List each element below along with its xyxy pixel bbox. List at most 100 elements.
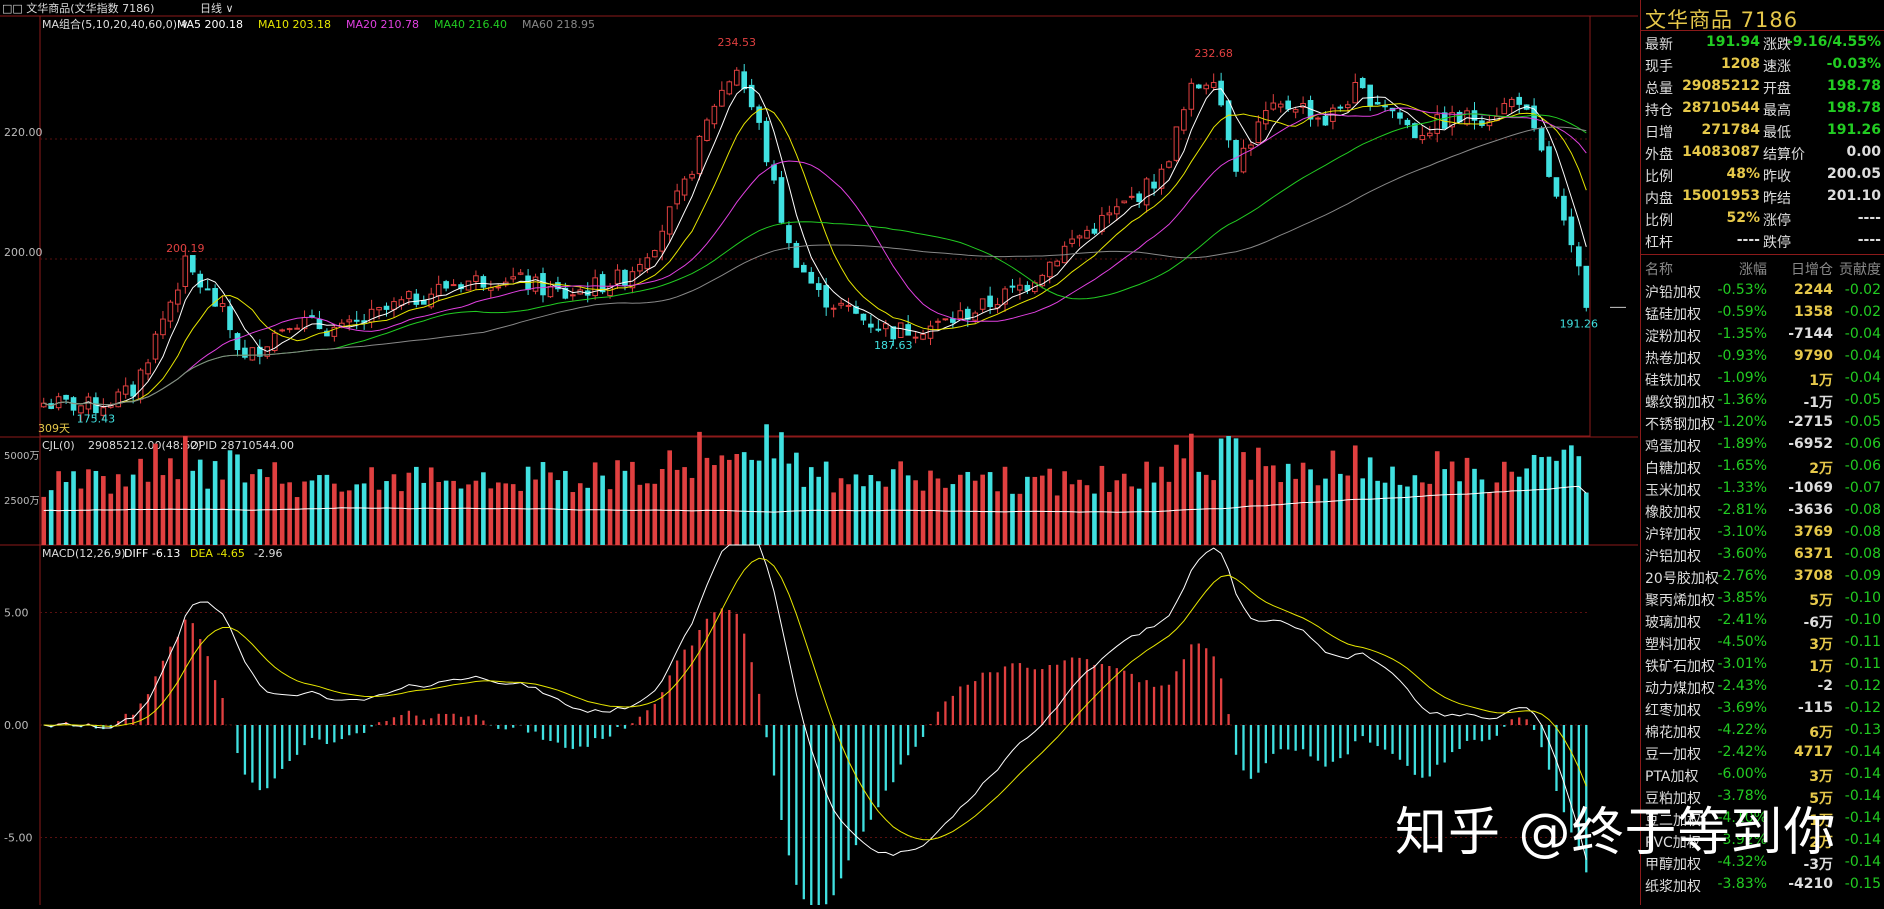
list-item[interactable]: 豆一加权 -2.42% 4717 -0.14 [1641,742,1884,764]
volume-bar [712,465,717,545]
item-contribution: -0.04 [1844,370,1881,386]
list-item[interactable]: 动力煤加权 -2.43% -2 -0.12 [1641,676,1884,698]
candle-body [637,263,643,272]
volume-bar [1554,460,1559,545]
item-name: 豆粕加权 [1645,791,1701,807]
list-item[interactable]: 甲醇加权 -4.32% -3万 -0.14 [1641,852,1884,874]
candle-body [786,225,792,244]
header-contribution[interactable]: 贡献度 [1839,262,1881,278]
macd-tick-label: 5.00 [4,607,29,620]
volume-bar [1338,473,1343,545]
list-item[interactable]: 淀粉加权 -1.35% -7144 -0.04 [1641,324,1884,346]
candle-body [1337,106,1344,109]
item-contribution: -0.10 [1844,612,1881,628]
volume-bar [838,478,844,545]
candle-body [1113,206,1120,215]
days-count-label: 309天 [38,422,70,435]
chart-area[interactable]: 220.00 200.00 234.53 200.19 175.43 187.63 232.… [0,0,1638,905]
list-item[interactable]: PTA加权 -6.00% 3万 -0.14 [1641,764,1884,786]
candle-body [540,273,546,296]
candle-body [882,323,889,330]
kline-chart[interactable]: 220.00 200.00 234.53 200.19 175.43 187.63 232.… [0,0,1638,905]
volume-bar [93,470,99,545]
candle-body [517,272,524,275]
candle-body [1412,123,1418,139]
volume-value: 29085212.00(48:52) [88,439,202,452]
list-item[interactable]: 螺纹钢加权 -1.36% -1万 -0.05 [1641,390,1884,412]
candle-body [853,306,859,314]
volume-bar [1300,462,1306,545]
list-item[interactable]: 铁矿石加权 -3.01% 1万 -0.11 [1641,654,1884,676]
list-item[interactable]: 棉花加权 -4.22% 6万 -0.13 [1641,720,1884,742]
volume-bar [563,470,568,545]
item-oi: 6371 [1794,546,1833,562]
quote-row: 杠杆 ---- 跌停 ---- [1641,230,1884,252]
candle-body [204,288,211,291]
list-item[interactable]: 豆粕加权 -3.78% 5万 -0.14 [1641,786,1884,808]
candle-body [1382,105,1388,108]
volume-bar [1569,445,1574,545]
candle-body [1568,216,1575,246]
candle-body [897,322,904,338]
volume-bar [1360,478,1366,545]
list-item[interactable]: 20号胶加权 -2.76% 3708 -0.09 [1641,566,1884,588]
volume-bar [1479,479,1485,545]
candle-body [1054,260,1060,267]
list-item[interactable]: PVC加权 -3.92% 2万 -0.14 [1641,830,1884,852]
list-item[interactable]: 鸡蛋加权 -1.89% -6952 -0.06 [1641,434,1884,456]
item-name: 鸡蛋加权 [1645,439,1701,455]
header-name[interactable]: 名称 [1645,262,1673,278]
volume-bar [48,490,54,545]
candle-body [1531,105,1537,129]
volume-bar [414,466,419,545]
list-item[interactable]: 纸浆加权 -3.83% -4210 -0.15 [1641,874,1884,896]
volume-bar [1203,474,1209,545]
candle-body [1106,212,1113,216]
item-name: 不锈钢加权 [1645,417,1715,433]
list-item[interactable]: 塑料加权 -4.50% 3万 -0.11 [1641,632,1884,654]
header-change[interactable]: 涨幅 [1739,262,1767,278]
list-item[interactable]: 不锈钢加权 -1.20% -2715 -0.05 [1641,412,1884,434]
volume-bar [86,469,91,545]
list-item[interactable]: 豆二加权 -4.10% 1万 -0.14 [1641,808,1884,830]
list-item[interactable]: 红枣加权 -3.69% -115 -0.12 [1641,698,1884,720]
list-item[interactable]: 锰硅加权 -0.59% 1358 -0.02 [1641,302,1884,324]
candle-body [756,106,762,123]
list-item[interactable]: 沪铝加权 -3.60% 6371 -0.08 [1641,544,1884,566]
candle-body [279,329,285,332]
header-oi[interactable]: 日增仓 [1791,262,1833,278]
macd-value: -2.96 [254,547,282,560]
list-item[interactable]: 热卷加权 -0.93% 9790 -0.04 [1641,346,1884,368]
item-oi: 5万 [1809,593,1833,609]
item-change: -2.42% [1717,744,1767,760]
candle-body [644,257,651,270]
list-item[interactable]: 沪铅加权 -0.53% 2244 -0.02 [1641,280,1884,302]
candle-body [1233,139,1239,172]
volume-bar [369,467,374,545]
item-change: -1.20% [1717,414,1767,430]
list-item[interactable]: 硅铁加权 -1.09% 1万 -0.04 [1641,368,1884,390]
quote-label: 比例 [1645,169,1673,185]
list-item[interactable]: 白糖加权 -1.65% 2万 -0.06 [1641,456,1884,478]
quote-value: ---- [1736,232,1760,248]
quote-label: 内盘 [1645,191,1673,207]
list-item[interactable]: 玉米加权 -1.33% -1069 -0.07 [1641,478,1884,500]
list-item[interactable]: 沪锌加权 -3.10% 3769 -0.08 [1641,522,1884,544]
price-frame [39,15,1591,437]
item-oi: 3万 [1809,637,1833,653]
item-oi: -2715 [1788,414,1833,430]
list-item[interactable]: 聚丙烯加权 -3.85% 5万 -0.10 [1641,588,1884,610]
volume-bar [1226,435,1231,545]
list-item[interactable]: 玻璃加权 -2.41% -6万 -0.10 [1641,610,1884,632]
candle-body [547,286,554,298]
item-contribution: -0.13 [1844,722,1881,738]
volume-bar [145,481,151,545]
candle-body [890,326,897,340]
volume-bar [1017,493,1023,545]
candle-body [1516,96,1523,105]
ma-legend-item: MA5 200.18 [177,18,243,31]
candle-body [1024,284,1031,291]
candle-body [510,276,517,280]
list-item[interactable]: 橡胶加权 -2.81% -3636 -0.08 [1641,500,1884,522]
volume-bar [421,482,427,545]
